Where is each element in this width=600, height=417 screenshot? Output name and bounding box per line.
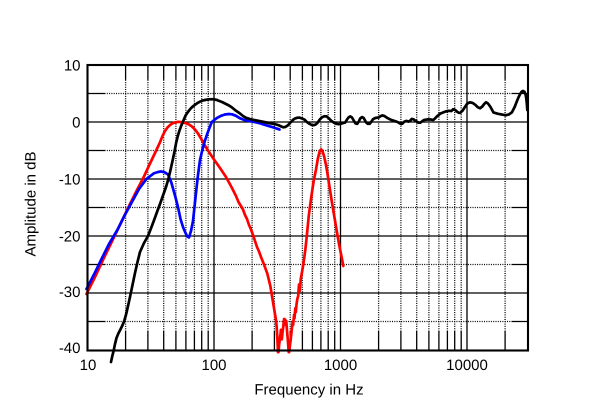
svg-text:10: 10	[80, 357, 97, 374]
svg-text:100: 100	[201, 357, 226, 374]
svg-text:-20: -20	[59, 228, 81, 245]
svg-text:10: 10	[64, 57, 81, 74]
svg-text:Frequency in Hz: Frequency in Hz	[254, 382, 363, 399]
svg-text:10000: 10000	[446, 357, 488, 374]
svg-text:-30: -30	[59, 284, 81, 301]
svg-text:1000: 1000	[324, 357, 357, 374]
svg-text:Amplitude in dB: Amplitude in dB	[23, 151, 40, 256]
svg-text:0: 0	[72, 114, 80, 131]
svg-text:-40: -40	[59, 340, 81, 357]
svg-text:-10: -10	[59, 171, 81, 188]
